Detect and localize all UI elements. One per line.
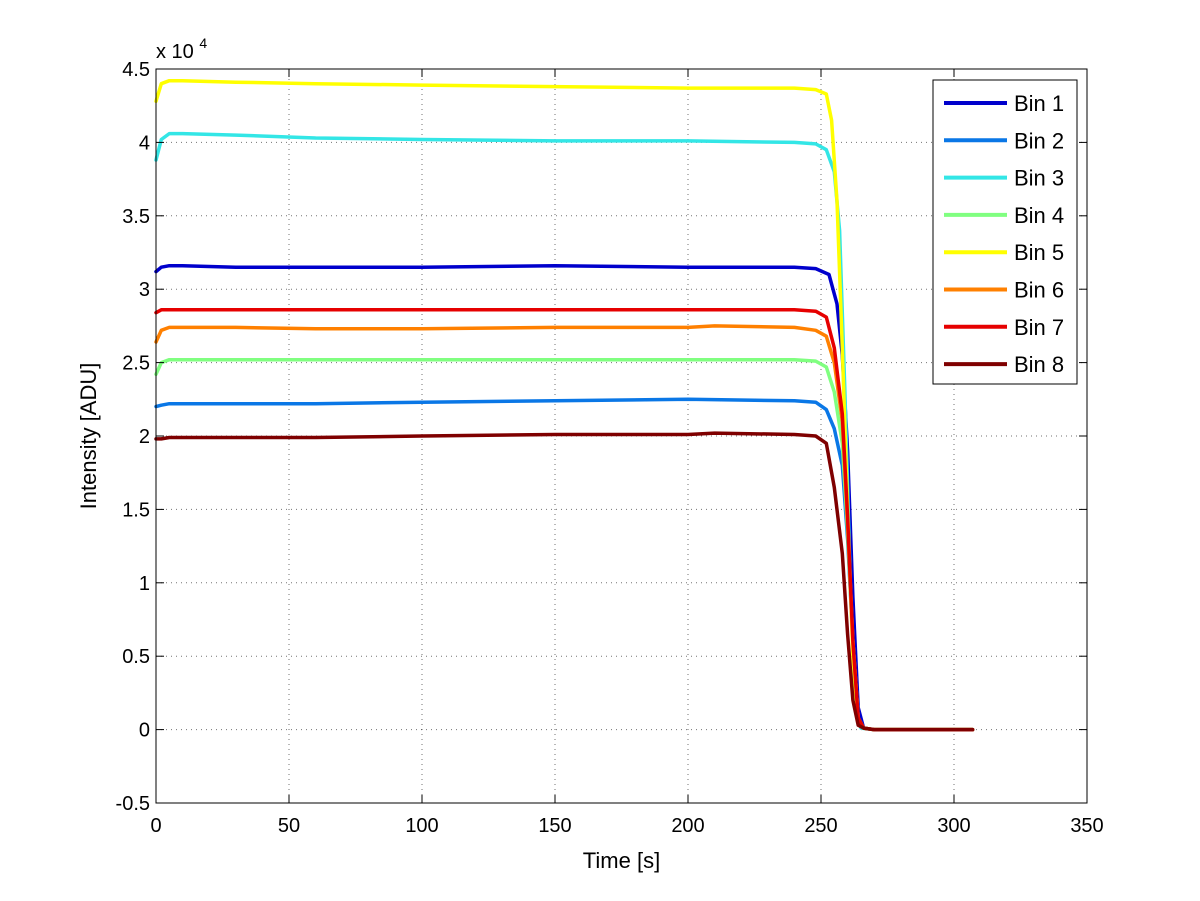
x-tick-label: 300 [937, 815, 970, 837]
x-tick-label: 50 [278, 815, 300, 837]
y-multiplier-base: x 10 [156, 41, 194, 63]
legend-label: Bin 2 [1014, 128, 1064, 153]
x-tick-label: 200 [671, 815, 704, 837]
legend-items: Bin 1 Bin 2 Bin 3 Bin 4 Bin 5 Bin 6 Bin 7 Bin 8 [944, 91, 1064, 377]
legend-item: Bin 1 [944, 91, 1064, 116]
legend-item: Bin 7 [944, 315, 1064, 340]
x-tick-label: 250 [804, 815, 837, 837]
x-tick-labels: 0 50 100 150 200 250 300 350 [150, 815, 1103, 837]
y-axis-label: Intensity [ADU] [76, 363, 101, 510]
axis-ticks [155, 68, 1088, 804]
legend-item: Bin 6 [944, 278, 1064, 303]
y-tick-label: -0.5 [116, 793, 150, 815]
y-tick-label: 4.5 [122, 59, 150, 81]
legend-item: Bin 2 [944, 128, 1064, 153]
legend-item: Bin 4 [944, 203, 1064, 228]
series-lines [154, 78, 975, 732]
y-tick-label: 0 [139, 720, 150, 742]
series-line-bin-7 [154, 308, 975, 732]
legend: Bin 1 Bin 2 Bin 3 Bin 4 Bin 5 Bin 6 Bin 7 Bin 8 [932, 79, 1078, 385]
y-tick-label: 3.5 [122, 206, 150, 228]
legend-label: Bin 5 [1014, 240, 1064, 265]
y-tick-label: 2 [139, 426, 150, 448]
legend-box [932, 79, 1078, 385]
legend-item: Bin 8 [944, 352, 1064, 377]
y-tick-label: 3 [139, 279, 150, 301]
x-tick-label: 100 [405, 815, 438, 837]
y-tick-label: 4 [139, 132, 150, 154]
x-axis-label: Time [s] [583, 848, 660, 873]
legend-label: Bin 3 [1014, 166, 1064, 191]
legend-item: Bin 5 [944, 240, 1064, 265]
y-tick-label: 1 [139, 573, 150, 595]
legend-item: Bin 3 [944, 166, 1064, 191]
y-multiplier-exponent: 4 [199, 35, 207, 51]
grid-lines [156, 69, 1087, 803]
series-line-bin-8 [154, 431, 975, 732]
legend-label: Bin 1 [1014, 91, 1064, 116]
y-axis-multiplier: x 10 4 [156, 35, 207, 63]
y-tick-labels: -0.5 0 0.5 1 1.5 2 2.5 3 3.5 4 4.5 [116, 59, 150, 815]
legend-label: Bin 8 [1014, 352, 1064, 377]
x-tick-label: 150 [538, 815, 571, 837]
x-tick-label: 350 [1070, 815, 1103, 837]
legend-label: Bin 6 [1014, 278, 1064, 303]
y-tick-label: 1.5 [122, 499, 150, 521]
x-tick-label: 0 [150, 815, 161, 837]
legend-label: Bin 7 [1014, 315, 1064, 340]
y-tick-label: 2.5 [122, 353, 150, 375]
legend-label: Bin 4 [1014, 203, 1064, 228]
y-tick-label: 0.5 [122, 646, 150, 668]
